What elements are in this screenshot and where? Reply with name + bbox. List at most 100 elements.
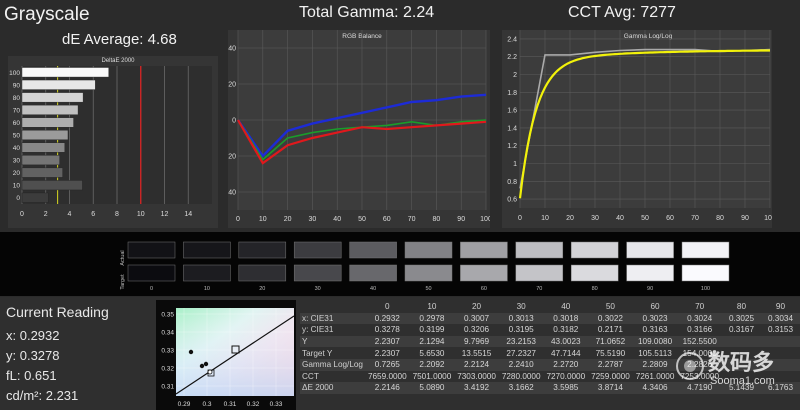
watermark-cn-text: 数码多	[708, 350, 774, 375]
gamma-x-tick: 100	[764, 215, 772, 222]
swatch-target	[626, 264, 674, 282]
table-cell: 9.7969	[454, 335, 499, 348]
swatch-target	[349, 264, 397, 282]
rgb-x-tick: 60	[383, 216, 391, 223]
rgb-x-tick: 10	[259, 216, 267, 223]
swatch-target	[515, 264, 564, 282]
table-cell: 5.0890	[409, 382, 455, 394]
swatch-label: 80	[592, 286, 598, 292]
watermark-logo-icon	[676, 352, 704, 380]
rgb-x-tick: 40	[333, 216, 341, 223]
table-cell: 6.1763	[760, 382, 800, 394]
deltae-x-tick: 10	[137, 211, 145, 218]
gamma-chart: Gamma Log/Log 2.4 2.2 2 1.8 1.6 1.4 1.2 1 0.8 0.6…	[507, 30, 776, 222]
table-row: ΔE 2000 2.2146 5.0890 3.4192 3.1662 3.5985 3.8…	[300, 382, 800, 394]
swatch-actual	[626, 241, 674, 259]
table-cell: 0	[385, 302, 390, 312]
deltae-bar	[21, 192, 49, 203]
gamma-x-tick: 30	[591, 215, 599, 222]
swatch-label: 90	[647, 286, 653, 292]
cie-target-square	[231, 345, 240, 354]
table-cell: 0.3206	[464, 325, 490, 335]
table-cell: 23.2153	[498, 335, 544, 348]
table-cell: 7501.0000	[412, 371, 452, 381]
table-cell: 0.3195	[508, 325, 534, 335]
cie-x-tick: 0.31	[224, 401, 237, 408]
table-cell: 0.3167	[728, 325, 754, 335]
swatch-actual	[570, 241, 619, 259]
swatch-target	[681, 264, 730, 282]
swatch-target	[127, 264, 176, 282]
gamma-y-tick: 1.4	[507, 125, 517, 132]
swatch-target	[404, 264, 453, 282]
gamma-x-tick: 80	[716, 215, 724, 222]
table-row-label: Y	[300, 335, 365, 348]
rgb-x-tick: 70	[408, 216, 416, 223]
swatch-actual-label: Actual	[120, 250, 126, 265]
table-cell: 2.2092	[409, 358, 455, 371]
table-cell: 0.3013	[498, 312, 544, 325]
table-cell: 2.2787	[588, 358, 633, 371]
swatch-target	[570, 264, 619, 282]
gamma-y-tick: 2	[513, 72, 517, 79]
rgb-y-tick: 40	[228, 46, 236, 53]
cie-current-target	[207, 369, 215, 377]
table-cell: 0.3018	[543, 312, 589, 325]
table-cell: 20	[472, 302, 482, 312]
table-cell: 0.3023	[632, 312, 678, 325]
swatch-label: 50	[425, 286, 431, 292]
table-cell: 10	[427, 302, 437, 312]
cie-y-tick: 0.32	[161, 366, 174, 373]
cie-current-point	[207, 369, 213, 375]
gamma-y-tick: 2.4	[507, 36, 517, 43]
table-cell: 7303.0000	[457, 371, 496, 381]
table-cell: 7270.0000	[546, 371, 586, 381]
swatch-actual	[515, 241, 564, 259]
table-cell: 43.0023	[543, 335, 589, 348]
total-gamma-title: Total Gamma: 2.24	[299, 4, 435, 21]
table-cell: 0.2978	[409, 312, 455, 325]
deltae-bar	[21, 104, 79, 115]
deltae-y-tick: 10	[13, 183, 21, 190]
table-cell: 0.3024	[677, 312, 722, 325]
rgb-x-tick: 50	[358, 216, 366, 223]
cie-point	[188, 349, 194, 355]
swatch-target	[183, 264, 231, 282]
gamma-y-tick: 1	[513, 161, 517, 168]
swatch-actual	[238, 241, 287, 259]
deltae-chart-title: DeltaE 2000	[101, 58, 135, 64]
deltae-bar	[21, 130, 69, 140]
deltae-y-tick: 70	[13, 107, 21, 114]
table-cell: 0.3007	[454, 312, 499, 325]
table-cell: 4.7190	[677, 382, 722, 394]
table-row: Y 2.2307 2.1294 9.7969 23.2153 43.0023 71.0652…	[300, 335, 800, 348]
reading-x: x: 0.2932	[6, 328, 60, 343]
cie-x-tick: 0.3	[202, 401, 211, 408]
table-row: Gamma Log/Log 0.7265 2.2092 2.2124 2.2410 2.2…	[300, 358, 800, 371]
table-cell: 0.3153	[767, 325, 793, 335]
table-cell: 0.3034	[760, 312, 800, 325]
swatch-target	[238, 264, 287, 282]
gamma-chart-title: Gamma Log/Log	[624, 33, 673, 40]
deltae-bar	[21, 155, 60, 166]
table-cell: 27.2327	[506, 348, 536, 358]
table-cell: 2.2809	[632, 358, 678, 371]
table-cell	[760, 358, 800, 371]
table-row-label: Gamma Log/Log	[300, 358, 365, 371]
table-cell: 80	[736, 302, 747, 312]
deltae-bar	[21, 79, 96, 90]
table-cell: 13.5515	[461, 348, 492, 358]
deltae-bar	[21, 67, 109, 78]
cct-avg-title: CCT Avg: 7277	[568, 4, 676, 21]
deltae-y-tick: 0	[16, 195, 20, 202]
gamma-y-tick: 1.8	[507, 90, 517, 97]
swatch-band: Actual Target 0 10 20 30 40 50 60 70 80 90 100	[0, 232, 800, 296]
swatch-actual	[460, 241, 508, 259]
deltae-y-tick: 30	[13, 158, 21, 165]
table-cell: 152.5500	[677, 335, 722, 348]
cie-panel: 0.35 0.34 0.33 0.32 0.31 0.29 0.3 0.31 0.32 0.33	[156, 300, 296, 410]
de-average-title: dE Average: 4.68	[62, 31, 177, 48]
